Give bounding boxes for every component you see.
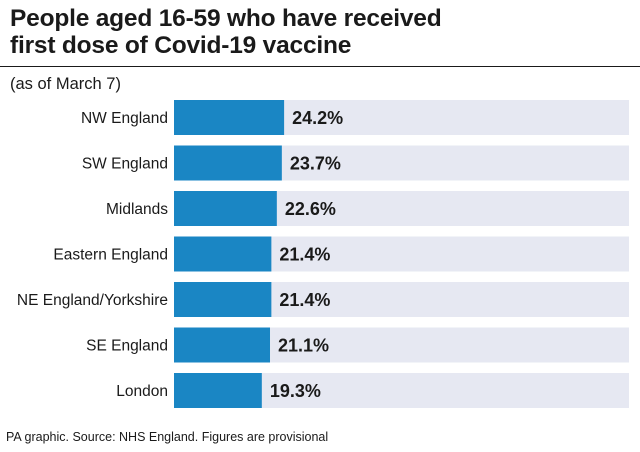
value-label: 24.2%: [292, 108, 343, 128]
bar: [174, 373, 262, 408]
category-label: SW England: [82, 156, 168, 173]
value-label: 21.1%: [278, 336, 329, 356]
value-label: 23.7%: [290, 154, 341, 174]
value-label: 22.6%: [285, 199, 336, 219]
chart-title: People aged 16-59 who have received firs…: [10, 5, 630, 59]
bar: [174, 236, 272, 272]
category-label: NE England/Yorkshire: [17, 292, 168, 309]
bar: [174, 145, 282, 181]
category-label: Midlands: [106, 201, 168, 218]
value-label: 21.4%: [279, 290, 330, 310]
title-divider: [0, 66, 640, 67]
category-label: NW England: [81, 110, 168, 127]
category-label: Eastern England: [53, 247, 168, 264]
bar: [174, 100, 285, 135]
source-note: PA graphic. Source: NHS England. Figures…: [6, 430, 329, 444]
bar: [174, 191, 277, 226]
category-label: London: [116, 383, 168, 400]
category-label: SE England: [86, 338, 168, 355]
value-label: 21.4%: [279, 245, 330, 265]
chart-title-line-1: People aged 16-59 who have received: [10, 5, 442, 32]
chart-title-line-2: first dose of Covid-19 vaccine: [10, 32, 352, 59]
value-label: 19.3%: [270, 381, 321, 401]
bar: [174, 327, 271, 363]
bar: [174, 282, 272, 317]
chart-subtitle: (as of March 7): [10, 75, 121, 93]
